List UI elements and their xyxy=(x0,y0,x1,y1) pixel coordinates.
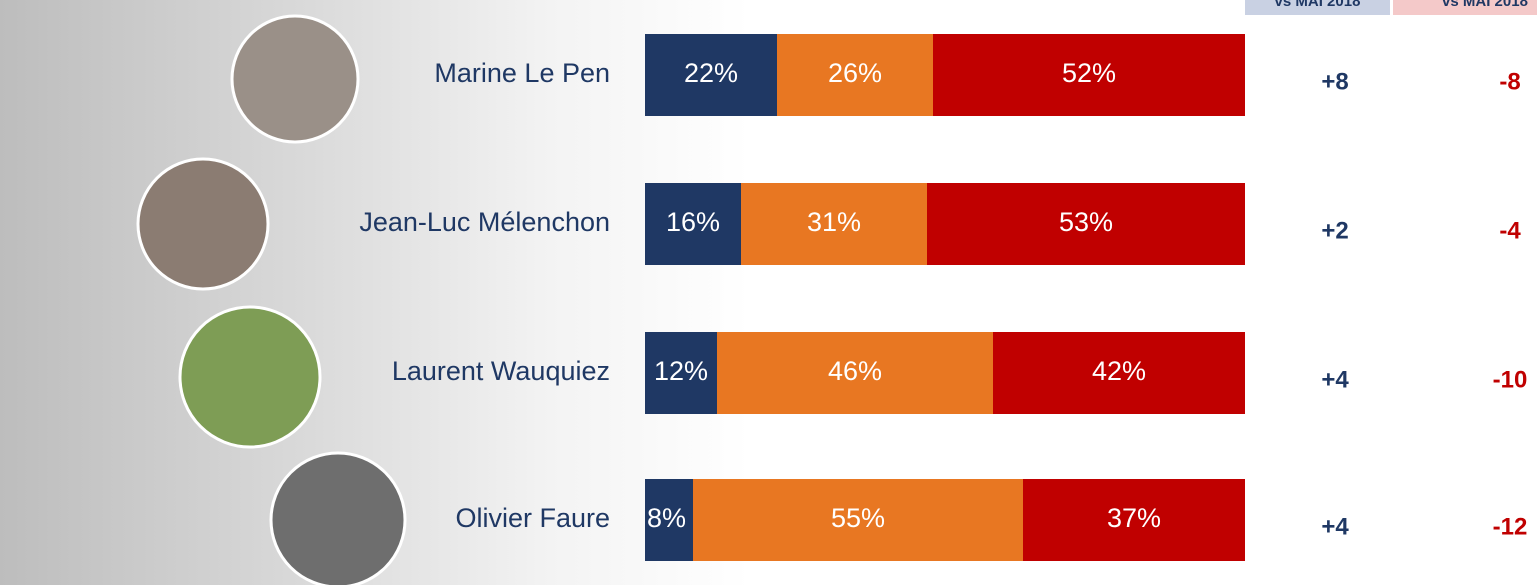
data-label: 22% xyxy=(684,58,738,88)
category-label: Marine Le Pen xyxy=(434,58,610,88)
delta-value: -8 xyxy=(1499,68,1520,95)
photo xyxy=(136,157,270,291)
category-label: Jean-Luc Mélenchon xyxy=(359,207,610,237)
data-label: 8% xyxy=(647,503,686,533)
bar-segment xyxy=(645,183,741,265)
data-label: 26% xyxy=(828,58,882,88)
bar-segment xyxy=(777,34,933,116)
delta-value: -10 xyxy=(1493,366,1528,393)
bar-segment xyxy=(645,479,693,561)
data-label: 16% xyxy=(666,207,720,237)
column-header xyxy=(1393,0,1537,15)
data-label: 37% xyxy=(1107,503,1161,533)
data-label: 12% xyxy=(654,356,708,386)
data-label: 46% xyxy=(828,356,882,386)
data-label: 55% xyxy=(831,503,885,533)
bar-segment xyxy=(645,34,777,116)
delta-value: -4 xyxy=(1499,217,1521,244)
bar-segment xyxy=(993,332,1245,414)
bar-segment xyxy=(927,183,1245,265)
data-label: 42% xyxy=(1092,356,1146,386)
data-label: 31% xyxy=(807,207,861,237)
bar-segment xyxy=(693,479,1023,561)
bar-segment xyxy=(1023,479,1245,561)
delta-value: +8 xyxy=(1321,68,1348,95)
photo xyxy=(269,451,407,585)
delta-value: +2 xyxy=(1321,217,1348,244)
bar-segment xyxy=(933,34,1245,116)
column-header xyxy=(1245,0,1390,15)
data-label: 52% xyxy=(1062,58,1116,88)
photo xyxy=(178,305,322,449)
delta-value: -12 xyxy=(1493,513,1528,540)
delta-value: +4 xyxy=(1321,513,1349,540)
bar-segment xyxy=(717,332,993,414)
delta-value: +4 xyxy=(1321,366,1349,393)
category-label: Olivier Faure xyxy=(455,503,610,533)
bar-segment xyxy=(645,332,717,414)
bar-segment xyxy=(741,183,927,265)
photo xyxy=(230,14,360,144)
column-header-label: vs MAI 2018 xyxy=(1275,0,1361,10)
column-header-label: vs MAI 2018 xyxy=(1442,0,1528,10)
data-label: 53% xyxy=(1059,207,1113,237)
category-label: Laurent Wauquiez xyxy=(392,356,610,386)
